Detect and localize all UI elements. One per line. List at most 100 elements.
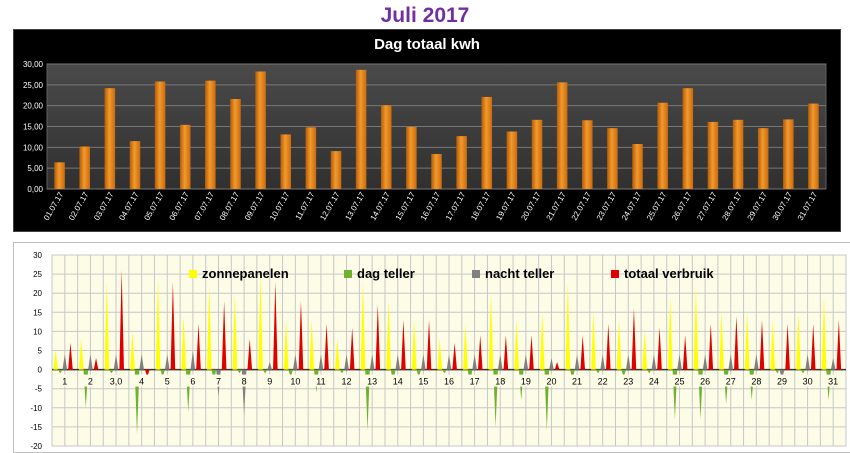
bar (406, 126, 417, 189)
bar-nacht-teller (728, 354, 734, 370)
bar-dag-teller (775, 369, 780, 374)
bar-zonnepanelen (206, 285, 212, 370)
bar-dag-teller (621, 369, 626, 378)
bar-nacht-teller (497, 354, 503, 370)
x-tick-label: 24.07.17 (620, 190, 644, 222)
x-tick-label: 12.07.17 (318, 190, 342, 222)
energy-breakdown-chart: -20 -15 -10 -5 0 5 10 15 20 25 30 1 2 3,0 4 5 6 7 8 9 10 11 12… (13, 242, 850, 453)
x-tick-label: 14 (393, 377, 403, 387)
x-tick-label: 21.07.17 (545, 190, 569, 222)
bar (79, 146, 90, 189)
daily-total-chart: 0,00 5,00 10,00 15,00 20,00 25,00 30,00 01.07.1… (13, 29, 841, 232)
x-tick-label-bg (259, 374, 280, 387)
chart-legend: zonnepanelen dag teller nacht teller tot… (14, 266, 850, 286)
bar-nacht-teller (369, 354, 375, 370)
legend-item-dag-teller: dag teller (344, 266, 415, 281)
y-tick-label: 25,00 (23, 81, 44, 90)
daily-total-chart-plot: 0,00 5,00 10,00 15,00 20,00 25,00 30,00 01.07.1… (23, 60, 827, 222)
x-tick-label: 9 (267, 377, 272, 387)
x-tick-label: 28.07.17 (720, 190, 744, 222)
bar-zonnepanelen (565, 281, 571, 370)
bar-zonnepanelen (53, 350, 58, 370)
x-tick-label: 12 (342, 377, 352, 387)
x-tick-label: 23.07.17 (595, 190, 619, 222)
bar-totaal-verbruik (810, 323, 816, 370)
bar-nacht-teller (574, 354, 580, 370)
x-tick-label-bg (157, 374, 178, 387)
bar-zonnepanelen (488, 293, 494, 370)
x-tick-label-bg (541, 374, 562, 387)
x-tick-label: 22 (598, 377, 608, 387)
bar-totaal-verbruik (708, 323, 714, 370)
x-tick-label: 08.07.17 (218, 190, 242, 222)
x-tick-label: 07.07.17 (193, 190, 217, 222)
y-tick-label: 0 (38, 366, 43, 375)
bar (531, 119, 543, 189)
x-tick-label-bg (515, 374, 536, 387)
x-tick-label: 19.07.17 (494, 190, 518, 222)
bar (632, 144, 643, 189)
bar-dag-teller (160, 369, 165, 378)
bar-totaal-verbruik (477, 335, 483, 370)
x-tick-label: 7 (216, 377, 221, 387)
x-tick-label-bg (413, 374, 434, 387)
x-tick-label: 21 (572, 377, 582, 387)
bar (355, 69, 367, 189)
bar (682, 88, 694, 189)
bar-totaal-verbruik (426, 319, 432, 370)
x-tick-label: 8 (242, 377, 247, 387)
y-tick-label: 30,00 (23, 60, 44, 69)
x-tick-label: 18.07.17 (469, 190, 493, 222)
x-tick-label: 16 (444, 377, 454, 387)
bar-totaal-verbruik (836, 319, 842, 370)
y-tick-label: 5 (38, 347, 43, 356)
legend-swatch-nacht-teller (472, 269, 480, 278)
legend-item-totaal-verbruik: totaal verbruik (611, 266, 714, 281)
x-tick-label: 24 (649, 377, 659, 387)
bar-dag-teller (109, 369, 114, 374)
bar-nacht-teller (600, 354, 605, 370)
legend-label-nacht-teller: nacht teller (485, 266, 555, 281)
x-tick-label: 26.07.17 (670, 190, 694, 222)
x-tick-label: 03.07.17 (92, 190, 116, 222)
x-tick-label: 15 (418, 377, 428, 387)
legend-swatch-zonnepanelen (189, 269, 197, 278)
bar-zonnepanelen (181, 316, 186, 370)
bar (783, 119, 794, 189)
x-tick-label: 23 (623, 377, 633, 387)
bar-nacht-teller (139, 354, 144, 370)
bar (104, 88, 116, 189)
x-tick-label: 19 (521, 377, 531, 387)
x-tick-label-bg (490, 374, 511, 387)
x-tick-label: 11 (316, 377, 325, 387)
y-tick-label: -5 (35, 385, 43, 394)
bar-dag-teller (646, 369, 652, 374)
x-tick-label: 20 (546, 377, 556, 387)
bar-nacht-teller (549, 358, 554, 370)
page-title: Juli 2017 (380, 4, 470, 27)
bar-zonnepanelen (693, 285, 699, 370)
bar-totaal-verbruik (529, 335, 534, 370)
bar-nacht-teller (164, 354, 170, 370)
bar-totaal-verbruik (452, 342, 457, 370)
x-tick-label-bg (695, 374, 716, 387)
bar-zonnepanelen (616, 319, 622, 370)
bar-zonnepanelen (155, 277, 161, 370)
bar (481, 96, 493, 189)
bar-totaal-verbruik (247, 339, 253, 370)
bar-nacht-teller (293, 354, 298, 370)
bar-zonnepanelen (411, 319, 417, 370)
bar (431, 154, 442, 189)
bar-zonnepanelen (667, 297, 673, 370)
bar-dag-teller (416, 369, 422, 378)
x-tick-label-bg (234, 374, 255, 387)
bar-zonnepanelen (642, 331, 647, 370)
bar-zonnepanelen (386, 300, 391, 370)
x-tick-label: 06.07.17 (168, 190, 192, 222)
x-tick-label: 31 (828, 377, 838, 387)
bar-nacht-teller (113, 354, 119, 370)
bar-zonnepanelen (258, 274, 263, 370)
bar-totaal-verbruik (606, 323, 611, 370)
x-tick-label: 29 (777, 377, 787, 387)
x-tick-label: 17 (470, 377, 480, 387)
